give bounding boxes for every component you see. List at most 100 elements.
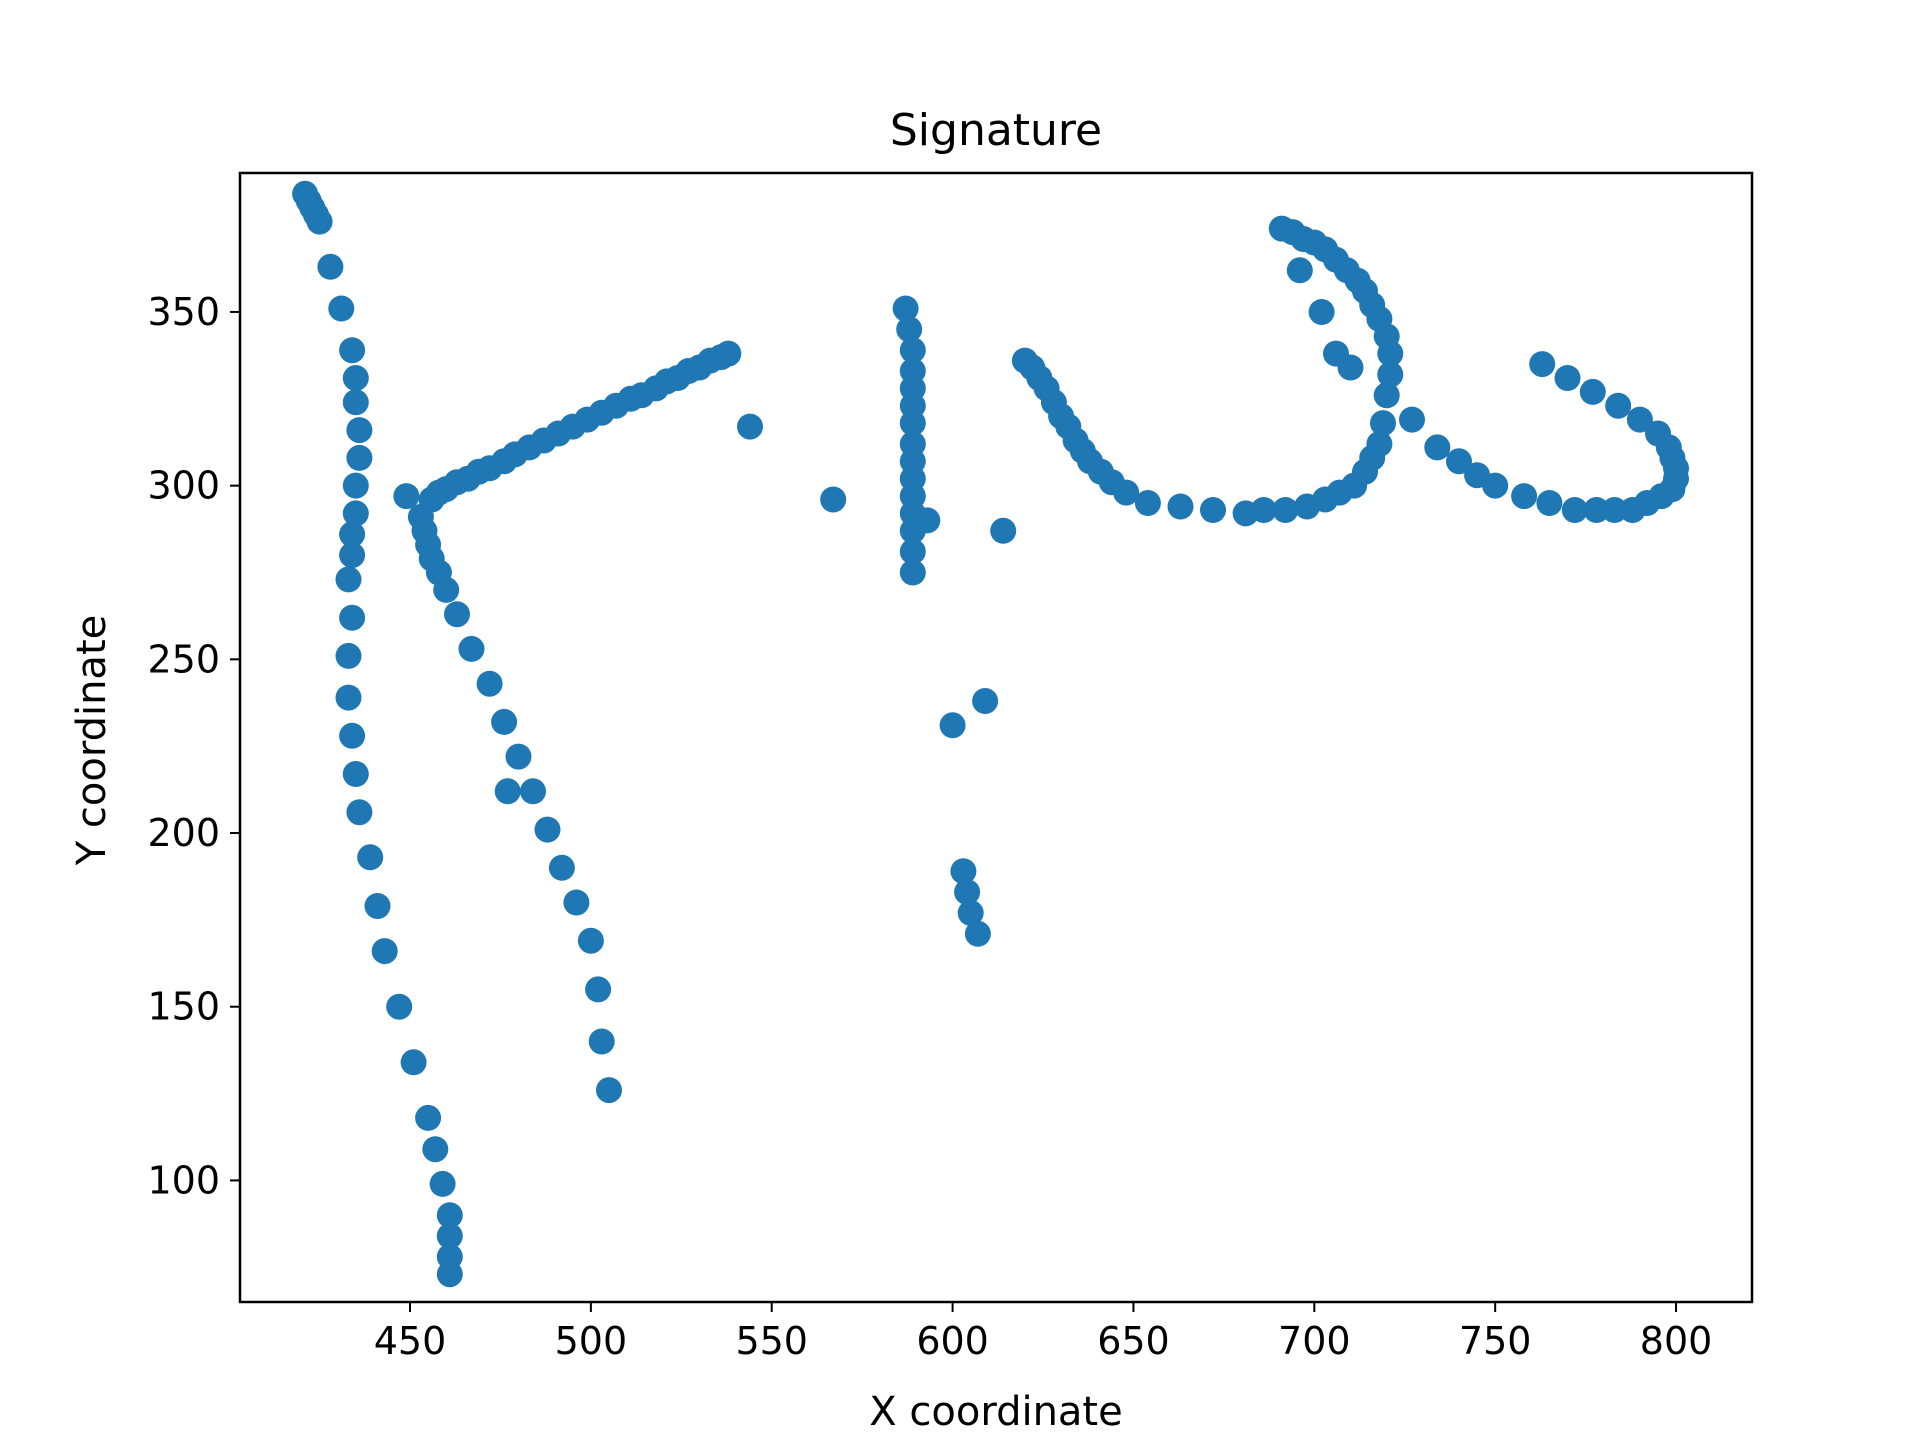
- scatter-point: [1446, 448, 1472, 475]
- scatter-point: [939, 712, 966, 739]
- scatter-point: [1268, 215, 1295, 242]
- scatter-point: [914, 507, 941, 534]
- x-tick-label: 450: [374, 1319, 447, 1363]
- y-tick-label: 250: [147, 637, 220, 681]
- x-tick-label: 700: [1278, 1319, 1351, 1363]
- scatter-point: [436, 1261, 463, 1288]
- scatter-point: [520, 778, 546, 805]
- scatter-point: [342, 500, 369, 527]
- scatter-point: [585, 976, 612, 1003]
- scatter-point: [335, 566, 362, 593]
- scatter-point: [328, 295, 355, 322]
- scatter-point: [1554, 365, 1581, 391]
- y-tick-label: 150: [147, 985, 220, 1029]
- y-axis-label: Y coordinate: [69, 615, 115, 867]
- scatter-point: [1645, 420, 1671, 447]
- scatter-point: [393, 483, 420, 510]
- scatter-point: [1536, 490, 1563, 516]
- scatter-point: [1373, 382, 1400, 409]
- scatter-point: [306, 208, 333, 235]
- scatter-point: [548, 854, 575, 881]
- y-tick-label: 100: [147, 1158, 220, 1202]
- scatter-point: [1561, 497, 1588, 523]
- scatter-point: [433, 576, 460, 603]
- plot-area-frame: [238, 171, 1754, 1304]
- x-tick-label: 600: [916, 1319, 989, 1363]
- scatter-point: [1337, 354, 1364, 381]
- scatter-point: [1286, 257, 1313, 284]
- x-tick-label: 650: [1097, 1319, 1170, 1363]
- scatter-point: [436, 1202, 463, 1229]
- scatter-point: [896, 316, 923, 343]
- scatter-point: [1308, 299, 1335, 325]
- scatter-point: [1424, 434, 1451, 461]
- scatter-point: [1626, 406, 1653, 433]
- scatter-point: [1601, 497, 1628, 523]
- data-points: [292, 180, 1689, 1288]
- scatter-point: [494, 778, 521, 805]
- scatter-point: [1583, 497, 1610, 523]
- scatter-point: [339, 521, 366, 548]
- scatter-point: [899, 538, 926, 565]
- scatter-point: [342, 389, 369, 416]
- scatter-point: [371, 938, 398, 965]
- scatter-point: [1366, 431, 1393, 457]
- scatter-point: [505, 743, 532, 770]
- x-tick-label: 550: [735, 1319, 808, 1363]
- scatter-point: [346, 444, 373, 471]
- scatter-point: [317, 253, 344, 280]
- y-tick-label: 300: [147, 464, 220, 508]
- scatter-point: [491, 708, 518, 735]
- scatter-point: [1113, 479, 1140, 506]
- x-tick-label: 500: [555, 1319, 628, 1363]
- scatter-point: [1200, 497, 1226, 523]
- scatter-point: [820, 486, 847, 513]
- scatter-point: [346, 417, 373, 444]
- scatter-point: [342, 365, 369, 391]
- y-tick-label: 350: [147, 290, 220, 334]
- scatter-point: [990, 517, 1017, 544]
- scatter-point: [892, 295, 919, 322]
- scatter-point: [444, 601, 470, 628]
- scatter-point: [339, 722, 366, 749]
- scatter-point: [534, 816, 561, 843]
- scatter-point: [386, 993, 413, 1020]
- x-axis-label: X coordinate: [869, 1389, 1122, 1435]
- scatter-point: [563, 889, 590, 916]
- y-axis-ticks: 100 150 200 250 300 350: [147, 290, 240, 1202]
- scatter-point: [476, 670, 503, 697]
- scatter-point: [954, 879, 981, 906]
- scatter-point: [577, 927, 604, 954]
- y-tick-label: 200: [147, 811, 220, 855]
- scatter-point: [1167, 493, 1194, 520]
- scatter-point: [422, 1136, 449, 1163]
- scatter-point: [715, 340, 742, 367]
- scatter-point: [1134, 490, 1161, 516]
- scatter-point: [1272, 497, 1299, 523]
- scatter-point: [899, 559, 926, 586]
- scatter-point: [972, 688, 999, 714]
- scatter-point: [737, 413, 763, 440]
- scatter-point: [346, 799, 373, 826]
- scatter-point: [339, 337, 366, 364]
- scatter-point: [339, 604, 366, 631]
- scatter-point: [1511, 483, 1538, 510]
- scatter-point: [899, 337, 926, 364]
- scatter-point: [400, 1049, 427, 1076]
- scatter-point: [899, 410, 926, 437]
- scatter-point: [1377, 361, 1404, 388]
- scatter-point: [335, 642, 362, 669]
- scatter-point: [588, 1028, 615, 1055]
- scatter-point: [458, 635, 485, 662]
- scatter-point: [957, 899, 984, 926]
- scatter-point: [1605, 392, 1632, 419]
- x-axis-ticks: 450 500 550 600 650 700 750 800: [374, 1302, 1712, 1363]
- scatter-point: [357, 844, 384, 871]
- scatter-point: [1529, 351, 1556, 378]
- scatter-point: [429, 1170, 456, 1197]
- scatter-point: [964, 920, 991, 947]
- scatter-point: [415, 1104, 442, 1131]
- x-tick-label: 750: [1459, 1319, 1532, 1363]
